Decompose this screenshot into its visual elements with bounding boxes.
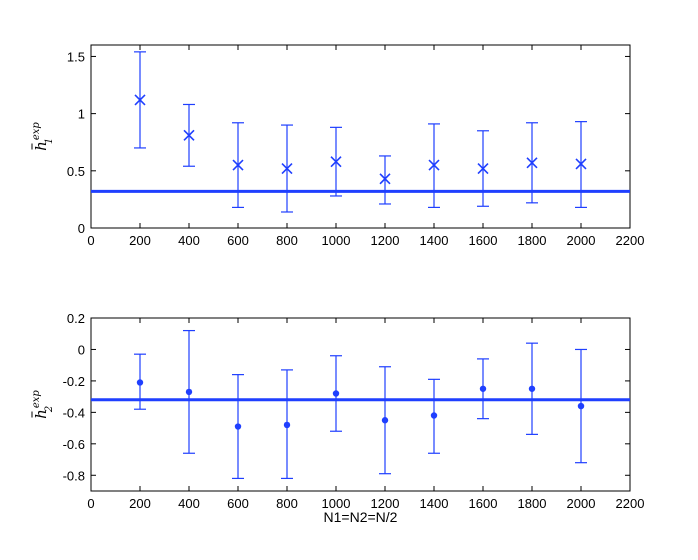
x-tick-label: 1800 — [518, 233, 547, 248]
data-point-x-marker — [281, 162, 293, 175]
data-point-dot — [185, 388, 193, 396]
data-point-dot — [332, 390, 340, 397]
data-point-dot — [430, 412, 438, 419]
x-tick-label: 1600 — [469, 233, 498, 248]
data-point-x-marker — [428, 159, 440, 171]
x-tick-label: 1000 — [322, 496, 351, 511]
x-tick-label: 2200 — [616, 496, 645, 511]
chart-panel-1: 0 200 400 600 800 1000 1200 1400 1600 1800 2000 220… — [31, 44, 645, 248]
x-tick-label: 1600 — [469, 496, 498, 511]
x-tick-label: 600 — [227, 496, 249, 511]
data-point-dot — [381, 417, 389, 424]
x-tick-label: 1200 — [371, 496, 400, 511]
x-tick-label: 800 — [276, 233, 298, 248]
data-point-x-marker — [379, 173, 391, 185]
y-tick-label: -0.4 — [63, 405, 85, 420]
y-axis-label: hexp1 — [31, 122, 55, 151]
x-tick-label: 1000 — [322, 233, 351, 248]
y-tick-label: -0.6 — [63, 437, 85, 452]
data-point-dot — [136, 379, 144, 386]
y-tick-label: -0.2 — [63, 374, 85, 389]
plot-frame — [90, 44, 631, 229]
y-tick-label: 0.2 — [67, 311, 85, 326]
data-point-dot — [577, 402, 585, 410]
data-point-dot — [479, 385, 487, 392]
x-tick-label: 200 — [129, 233, 151, 248]
y-tick-label: 1.5 — [67, 49, 85, 64]
x-tick-label: 200 — [129, 496, 151, 511]
plot-frame — [90, 317, 631, 492]
y-axis-label: hexp2 — [31, 390, 55, 419]
data-point-dot — [234, 423, 242, 430]
data-point-x-marker — [575, 158, 587, 170]
data-point-dot — [283, 421, 291, 429]
y-tick-label: 0 — [78, 342, 85, 357]
x-tick-label: 800 — [276, 496, 298, 511]
y-tick-label: 0.5 — [67, 164, 85, 179]
x-axis-label: N1=N2=N/2 — [324, 509, 398, 525]
data-point-dot — [528, 385, 536, 392]
data-point-x-marker — [134, 94, 146, 106]
error-bar — [379, 155, 391, 205]
x-tick-label: 1400 — [420, 496, 449, 511]
x-tick-label: 0 — [87, 496, 94, 511]
x-tick-label: 1400 — [420, 233, 449, 248]
y-tick-label: 0 — [78, 221, 85, 236]
x-tick-label: 1200 — [371, 233, 400, 248]
data-point-x-marker — [526, 157, 538, 169]
x-tick-label: 0 — [87, 233, 94, 248]
data-point-x-marker — [183, 129, 195, 141]
y-tick-label: 1 — [78, 107, 85, 122]
x-tick-label: 2000 — [567, 233, 596, 248]
x-tick-label: 2000 — [567, 496, 596, 511]
x-tick-label: 400 — [178, 233, 200, 248]
x-tick-label: 1800 — [518, 496, 547, 511]
data-point-x-marker — [330, 156, 342, 168]
y-tick-label: -0.8 — [63, 468, 85, 483]
x-tick-label: 2200 — [616, 233, 645, 248]
data-point-x-marker — [477, 162, 489, 175]
x-tick-label: 600 — [227, 233, 249, 248]
data-point-x-marker — [232, 159, 244, 171]
x-tick-label: 400 — [178, 496, 200, 511]
chart-panel-2: 0 200 400 600 800 1000 1200 1400 1600 1800 2000 220… — [31, 311, 644, 525]
